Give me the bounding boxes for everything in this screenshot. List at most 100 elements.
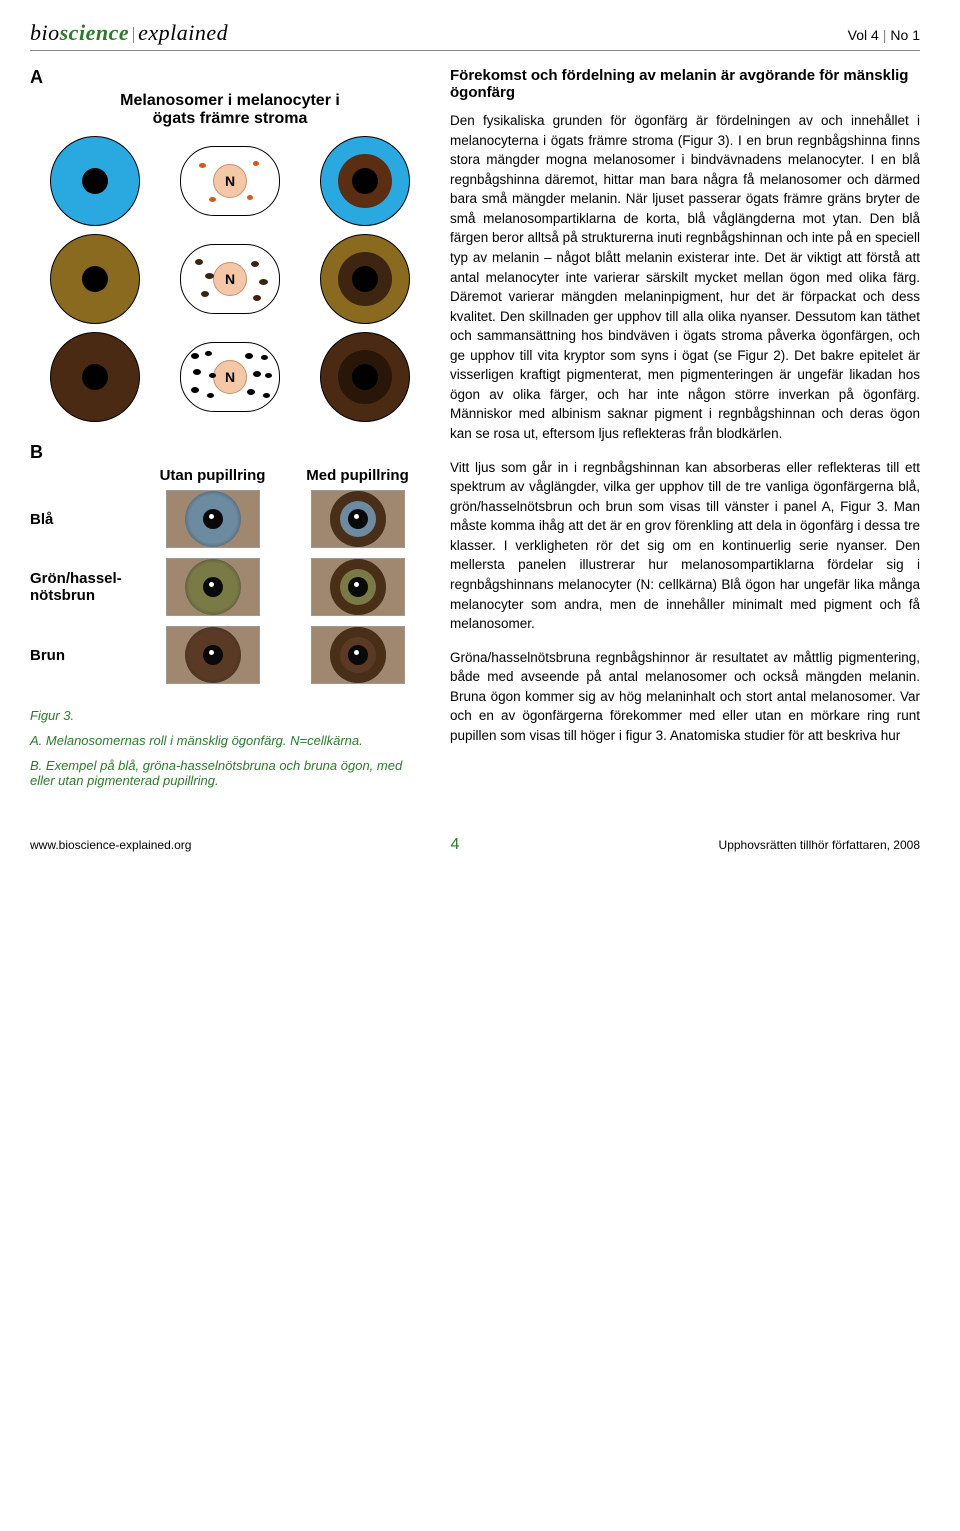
melanosome-dot <box>247 195 253 200</box>
melanosome-dot <box>261 355 268 360</box>
melanosome-dot <box>253 371 261 377</box>
body-p2: Vitt ljus som går in i regnbågshinnan ka… <box>450 458 920 634</box>
melanocyte-cell: N <box>180 146 280 216</box>
melanosome-dot <box>253 161 259 166</box>
glint <box>209 514 214 519</box>
eye-photo <box>311 490 405 548</box>
section-heading: Förekomst och fördelning av melanin är a… <box>450 67 920 101</box>
panel-a-title: Melanosomer i melanocyter i ögats främre… <box>30 92 430 128</box>
melanosome-dot <box>199 163 206 168</box>
melanosome-dot <box>205 351 212 356</box>
iris <box>330 559 386 615</box>
eye-photo-box <box>285 490 430 548</box>
panel-b-rows: Blå Grön/hassel-nötsbrun Brun <box>30 490 430 684</box>
eye-photo-box <box>285 626 430 684</box>
panel-a-row: N <box>30 234 430 324</box>
melanosome-dot <box>191 353 199 359</box>
footer-page: 4 <box>451 836 460 854</box>
caption-p3: B. Exempel på blå, gröna-hasselnötsbruna… <box>30 758 430 788</box>
pupil <box>203 577 223 597</box>
eye-photo <box>166 490 260 548</box>
issue-label: No 1 <box>890 27 920 43</box>
panel-a-label: A <box>30 67 430 88</box>
pupil <box>352 364 378 390</box>
melanosome-dot <box>207 393 214 398</box>
eye-photo-row: Blå <box>30 490 430 548</box>
footer-url: www.bioscience-explained.org <box>30 838 191 852</box>
panel-a-title-line1: Melanosomer i melanocyter i <box>120 92 340 109</box>
footer-copyright: Upphovsrätten tillhör författaren, 2008 <box>719 838 920 852</box>
volume-pipe: | <box>883 27 887 43</box>
title-divider <box>133 27 134 43</box>
eye-ring <box>338 350 392 404</box>
body-p3: Gröna/hasselnötsbruna regnbågshinnor är … <box>450 648 920 746</box>
page-header: bioscienceexplained Vol 4|No 1 <box>30 20 920 51</box>
melanocyte-cell: N <box>180 244 280 314</box>
melanosome-dot <box>201 291 209 297</box>
figure-caption: Figur 3. A. Melanosomernas roll i mänskl… <box>30 708 430 788</box>
panel-b-header-row: Utan pupillring Med pupillring <box>30 467 430 484</box>
melanosome-dot <box>251 261 259 267</box>
left-column: A Melanosomer i melanocyter i ögats främ… <box>30 67 430 798</box>
pupil <box>352 168 378 194</box>
pupil <box>348 509 368 529</box>
melanosome-dot <box>209 197 216 202</box>
eye-ring <box>338 252 392 306</box>
panel-a-title-line2: ögats främre stroma <box>153 110 308 127</box>
nucleus: N <box>213 360 247 394</box>
panel-a-row: N <box>30 136 430 226</box>
page-footer: www.bioscience-explained.org 4 Upphovsrä… <box>30 828 920 854</box>
eye-photo-box <box>285 558 430 616</box>
glint <box>209 582 214 587</box>
eye-disc-right <box>320 332 410 422</box>
glint <box>354 650 359 655</box>
caption-p2: A. Melanosomernas roll i mänsklig ögonfä… <box>30 733 430 748</box>
nucleus: N <box>213 164 247 198</box>
iris <box>185 559 241 615</box>
panel-b: B Utan pupillring Med pupillring Blå Grön… <box>30 442 430 684</box>
journal-bio: bio <box>30 20 60 45</box>
melanosome-dot <box>263 393 270 398</box>
melanosome-dot <box>193 369 201 375</box>
pupil <box>203 509 223 529</box>
melanocyte-cell: N <box>180 342 280 412</box>
panel-a-rows: N N N <box>30 136 430 422</box>
melanosome-dot <box>265 373 272 378</box>
body-p1: Den fysikaliska grunden för ögonfärg är … <box>450 111 920 444</box>
eye-photo-box <box>140 558 285 616</box>
eye-row-label: Grön/hassel-nötsbrun <box>30 570 140 604</box>
pupil <box>82 168 108 194</box>
melanosome-dot <box>253 295 261 301</box>
iris <box>330 627 386 683</box>
panel-b-col1: Utan pupillring <box>140 467 285 484</box>
journal-science: science <box>60 20 129 45</box>
panel-b-label: B <box>30 442 430 463</box>
melanosome-dot <box>191 387 199 393</box>
pupil <box>82 266 108 292</box>
eye-disc-left <box>50 136 140 226</box>
caption-p1: Figur 3. <box>30 708 430 723</box>
melanosome-dot <box>195 259 203 265</box>
volume-label: Vol 4 <box>848 27 879 43</box>
glint <box>209 650 214 655</box>
pupil <box>352 266 378 292</box>
eye-photo <box>166 558 260 616</box>
melanosome-dot <box>247 389 255 395</box>
eye-row-label: Brun <box>30 647 140 664</box>
melanosome-dot <box>205 273 214 279</box>
eye-disc-left <box>50 234 140 324</box>
nucleus: N <box>213 262 247 296</box>
pupil <box>82 364 108 390</box>
pupil <box>203 645 223 665</box>
eye-row-label: Blå <box>30 511 140 528</box>
eye-photo <box>166 626 260 684</box>
journal-title: bioscienceexplained <box>30 20 228 46</box>
eye-ring <box>338 154 392 208</box>
eye-photo-row: Grön/hassel-nötsbrun <box>30 558 430 616</box>
melanosome-dot <box>259 279 268 285</box>
panel-b-col2: Med pupillring <box>285 467 430 484</box>
pupil <box>348 645 368 665</box>
eye-photo <box>311 626 405 684</box>
panel-a-row: N <box>30 332 430 422</box>
glint <box>354 582 359 587</box>
